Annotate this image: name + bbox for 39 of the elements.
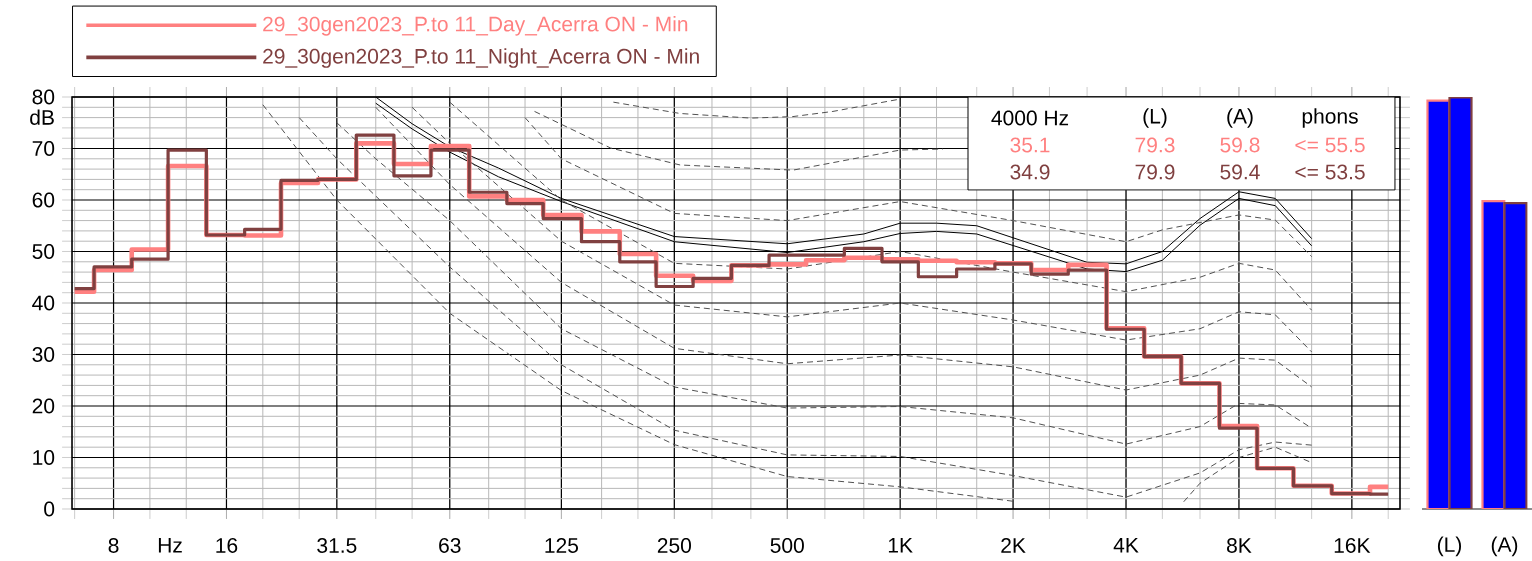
y-tick-label: 20 xyxy=(32,398,55,414)
annotation: 4000 Hz xyxy=(991,110,1069,126)
annotation: <= 53.5 xyxy=(1295,164,1365,180)
annotation: 35.1 xyxy=(1010,137,1050,153)
annotation: 79.3 xyxy=(1135,137,1175,153)
y-tick-label: 30 xyxy=(32,347,55,362)
text: 29_30gen2023_P.to 11_Night_Acerra ON - Min xyxy=(263,48,699,68)
x-tick-label: 2K xyxy=(1001,538,1026,553)
x-tick-label: 4K xyxy=(1113,538,1139,553)
x-tick-label: 250 xyxy=(657,538,691,553)
y-tick-label: 50 xyxy=(32,244,55,259)
annotation: <= 55.5 xyxy=(1295,137,1365,153)
x-tick-label: 1K xyxy=(888,538,913,553)
y-tick-label: 10 xyxy=(33,450,55,465)
annotation: 59.4 xyxy=(1220,164,1260,180)
x-tick-label: 63 xyxy=(439,538,461,553)
x-tick-label: 500 xyxy=(770,538,804,553)
x-tick-label: 16 xyxy=(216,538,238,553)
x-tick-label: (L) xyxy=(1437,536,1462,557)
y-tick-label: 0 xyxy=(44,501,55,517)
annotation: (L) xyxy=(1143,108,1167,128)
y-tick-label: 80 xyxy=(32,89,55,105)
y-tick-label: 60 xyxy=(32,192,55,208)
x-tick-label: 125 xyxy=(545,538,579,553)
y-tick-label: 70 xyxy=(32,141,55,156)
x-tick-label: (A) xyxy=(1491,536,1518,557)
y-axis-title: dB xyxy=(30,109,54,125)
x-tick-label: 16K xyxy=(1334,538,1371,553)
annotation: phons xyxy=(1302,108,1358,128)
y-tick-label: 40 xyxy=(32,295,55,311)
x-tick-label: 8 xyxy=(108,538,119,553)
annotation: 79.9 xyxy=(1135,164,1175,180)
text: 29_30gen2023_P.to 11_Day_Acerra ON - Min xyxy=(263,16,688,36)
annotation: 59.8 xyxy=(1220,137,1260,153)
x-tick-label: 31.5 xyxy=(317,538,357,553)
x-axis-title: Hz xyxy=(158,538,182,553)
x-tick-label: 8K xyxy=(1227,538,1252,553)
annotation: (A) xyxy=(1227,108,1253,128)
annotation: 34.9 xyxy=(1010,164,1050,180)
